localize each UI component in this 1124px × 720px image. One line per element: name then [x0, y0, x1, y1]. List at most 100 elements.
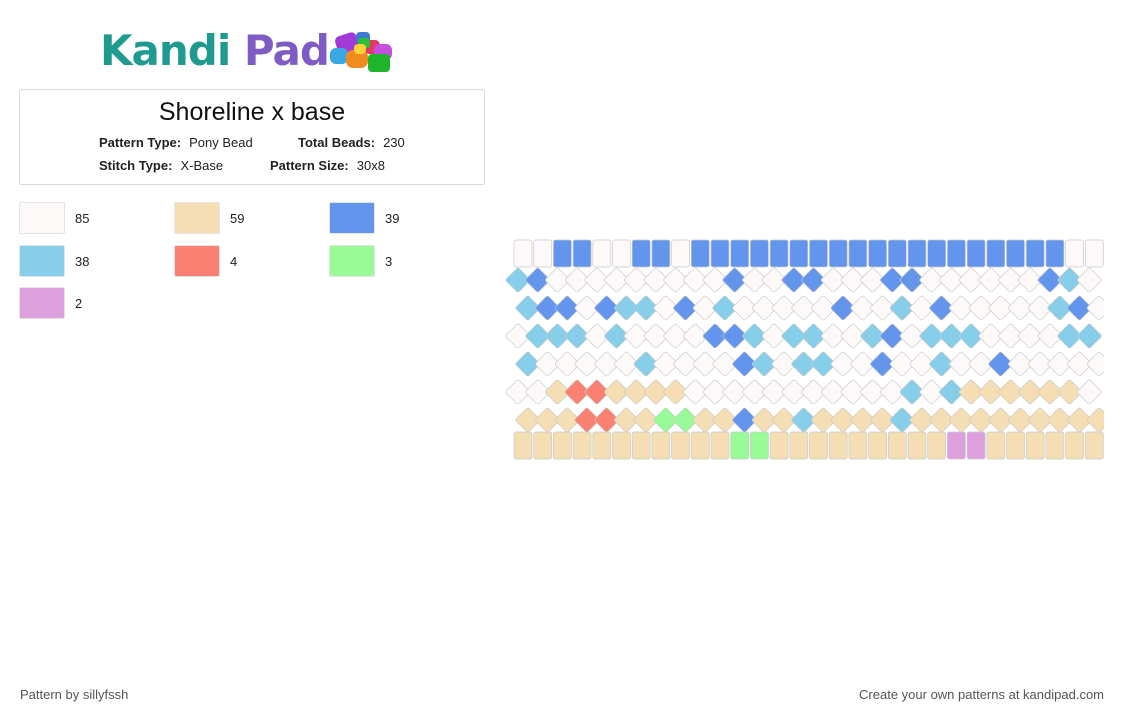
- bead-lattice-2-8: [663, 323, 688, 349]
- bead-lattice-0-4: [584, 267, 610, 293]
- bead-top-20: [907, 239, 927, 268]
- pattern-size-row: Pattern Size: 30x8: [270, 158, 385, 173]
- bead-bottom-10: [710, 431, 730, 460]
- bead-lattice-1-9: [692, 295, 718, 321]
- bead-lattice-4-11: [722, 379, 747, 405]
- pattern-author: Pattern by sillyfssh: [20, 687, 129, 702]
- bead-lattice-2-24: [978, 323, 1004, 349]
- bead-top-11: [730, 239, 750, 268]
- bead-lattice-0-5: [604, 267, 629, 293]
- bead-lattice-0-15: [801, 267, 826, 293]
- bead-lattice-5-23: [968, 407, 994, 433]
- bead-lattice-4-27: [1037, 379, 1063, 405]
- bead-lattice-2-17: [840, 323, 866, 349]
- bead-lattice-1-0: [515, 295, 541, 321]
- bead-lattice-0-3: [564, 267, 590, 293]
- bead-bottom-13: [769, 431, 789, 460]
- bead-lattice-5-2: [554, 407, 580, 433]
- bead-lattice-2-4: [584, 323, 610, 349]
- bead-lattice-2-5: [604, 323, 629, 349]
- bead-lattice-5-4: [594, 407, 619, 433]
- bead-lattice-0-23: [958, 267, 984, 293]
- pattern-size-value: 30x8: [356, 158, 385, 173]
- bead-lattice-4-1: [525, 379, 550, 405]
- bead-lattice-5-20: [909, 407, 935, 433]
- bead-top-25: [1006, 239, 1025, 268]
- bead-lattice-5-9: [692, 407, 718, 433]
- bead-lattice-2-25: [998, 323, 1023, 349]
- bead-lattice-3-7: [653, 351, 678, 377]
- bead-lattice-1-25: [1008, 295, 1033, 321]
- bead-bottom-23: [966, 431, 986, 460]
- bead-lattice-5-11: [732, 407, 757, 433]
- bead-bottom-24: [986, 431, 1006, 460]
- kandipad-logo[interactable]: Kandi Pad: [100, 26, 410, 76]
- bead-bottom-27: [1045, 431, 1065, 460]
- bead-lattice-4-15: [801, 379, 826, 405]
- bead-lattice-4-19: [880, 379, 905, 405]
- bead-lattice-0-22: [939, 267, 964, 293]
- bead-top-3: [572, 239, 592, 268]
- bead-lattice-3-25: [1008, 351, 1033, 377]
- bead-lattice-0-6: [623, 267, 649, 293]
- bead-lattice-3-27: [1047, 351, 1072, 377]
- bead-lattice-5-10: [712, 407, 738, 433]
- bead-pile-icon: [330, 32, 392, 72]
- bead-lattice-4-25: [998, 379, 1023, 405]
- bead-lattice-1-2: [554, 295, 580, 321]
- create-patterns-link[interactable]: Create your own patterns at kandipad.com: [859, 687, 1104, 702]
- bead-lattice-5-25: [1008, 407, 1033, 433]
- pattern-size-label: Pattern Size:: [270, 158, 349, 173]
- bead-lattice-4-14: [781, 379, 807, 405]
- bead-lattice-3-26: [1027, 351, 1053, 377]
- bead-lattice-0-26: [1017, 267, 1043, 293]
- bead-bottom-26: [1025, 431, 1045, 460]
- bead-lattice-5-22: [948, 407, 974, 433]
- bead-top-1: [533, 239, 553, 268]
- bead-lattice-4-24: [978, 379, 1004, 405]
- swatch-light-blue: [19, 245, 65, 277]
- bead-top-9: [690, 239, 710, 268]
- bead-lattice-5-1: [535, 407, 560, 433]
- bead-lattice-1-8: [673, 295, 698, 321]
- bead-bottom-4: [592, 431, 612, 460]
- bead-bottom-8: [671, 431, 690, 460]
- bead-lattice-4-8: [663, 379, 688, 405]
- bead-bottom-16: [828, 431, 848, 460]
- bead-lattice-2-21: [919, 323, 944, 349]
- bead-lattice-2-19: [880, 323, 905, 349]
- bead-lattice-4-26: [1017, 379, 1043, 405]
- bead-lattice-4-16: [820, 379, 846, 405]
- bead-lattice-5-24: [988, 407, 1013, 433]
- bead-lattice-4-12: [742, 379, 767, 405]
- bead-lattice-3-21: [929, 351, 954, 377]
- bead-lattice-4-2: [545, 379, 570, 405]
- bead-lattice-1-4: [594, 295, 619, 321]
- bead-lattice-0-7: [643, 267, 669, 293]
- swatch-count-light-blue: 38: [75, 254, 90, 269]
- bead-lattice-3-3: [574, 351, 600, 377]
- bead-lattice-5-15: [811, 407, 836, 433]
- total-beads-value: 230: [383, 135, 405, 150]
- bead-lattice-3-29: [1086, 351, 1104, 377]
- bead-lattice-3-24: [988, 351, 1013, 377]
- bead-top-17: [848, 239, 868, 268]
- bead-lattice-4-21: [919, 379, 944, 405]
- bead-top-8: [671, 239, 690, 268]
- bead-lattice-0-13: [761, 267, 787, 293]
- bead-top-22: [947, 239, 966, 268]
- bead-top-13: [769, 239, 789, 268]
- swatch-blue: [329, 202, 375, 234]
- swatch-count-plum: 2: [75, 296, 83, 311]
- bead-top-12: [750, 239, 769, 268]
- bead-lattice-1-24: [988, 295, 1013, 321]
- bead-lattice-1-18: [870, 295, 895, 321]
- bead-lattice-3-16: [830, 351, 856, 377]
- bead-lattice-2-1: [525, 323, 550, 349]
- bead-lattice-4-9: [683, 379, 708, 405]
- bead-bottom-11: [730, 431, 750, 460]
- bead-lattice-0-2: [545, 267, 570, 293]
- bead-lattice-0-24: [978, 267, 1004, 293]
- bead-lattice-1-17: [850, 295, 875, 321]
- logo-word-kandi: Kandi: [100, 26, 231, 75]
